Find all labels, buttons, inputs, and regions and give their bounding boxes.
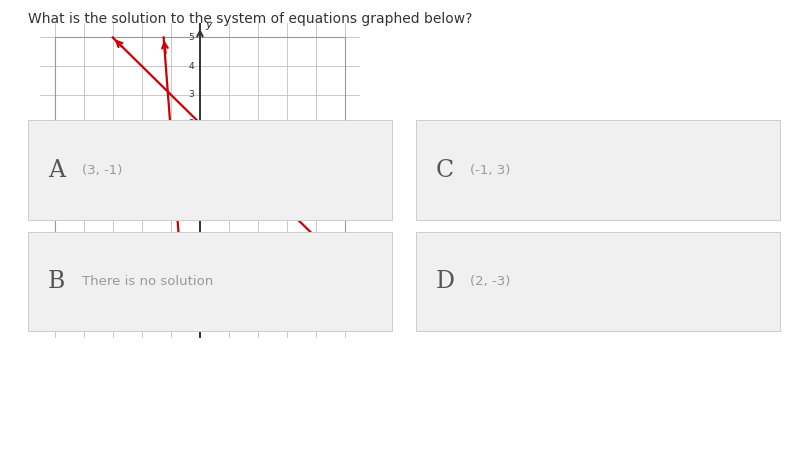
Text: D: D [436, 270, 455, 293]
Text: (2, -3): (2, -3) [470, 275, 510, 288]
Text: -2: -2 [138, 188, 146, 197]
Text: -1: -1 [166, 188, 175, 197]
Text: 4: 4 [189, 62, 194, 70]
Text: -5: -5 [50, 188, 59, 197]
Text: There is no solution: There is no solution [82, 275, 214, 288]
Text: A: A [48, 159, 65, 181]
Text: -4: -4 [79, 188, 88, 197]
Text: C: C [436, 159, 454, 181]
Text: y: y [206, 19, 212, 30]
Text: 1: 1 [226, 188, 232, 197]
Text: 3: 3 [189, 90, 194, 99]
Text: 2: 2 [255, 188, 261, 197]
Text: 5: 5 [189, 33, 194, 42]
Text: -3: -3 [108, 188, 118, 197]
Text: -4: -4 [186, 291, 194, 300]
Text: (3, -1): (3, -1) [82, 163, 122, 177]
Text: -5: -5 [185, 319, 194, 328]
Text: 3: 3 [284, 188, 290, 197]
Text: (-1, 3): (-1, 3) [470, 163, 510, 177]
Text: B: B [48, 270, 66, 293]
Text: x: x [358, 194, 365, 203]
Text: -1: -1 [185, 205, 194, 214]
Text: 5: 5 [342, 188, 348, 197]
Text: 1: 1 [189, 147, 194, 156]
Text: 4: 4 [314, 188, 319, 197]
Text: -3: -3 [185, 262, 194, 271]
Text: 2: 2 [189, 119, 194, 128]
Text: -2: -2 [186, 233, 194, 242]
Text: What is the solution to the system of equations graphed below?: What is the solution to the system of eq… [28, 12, 472, 25]
